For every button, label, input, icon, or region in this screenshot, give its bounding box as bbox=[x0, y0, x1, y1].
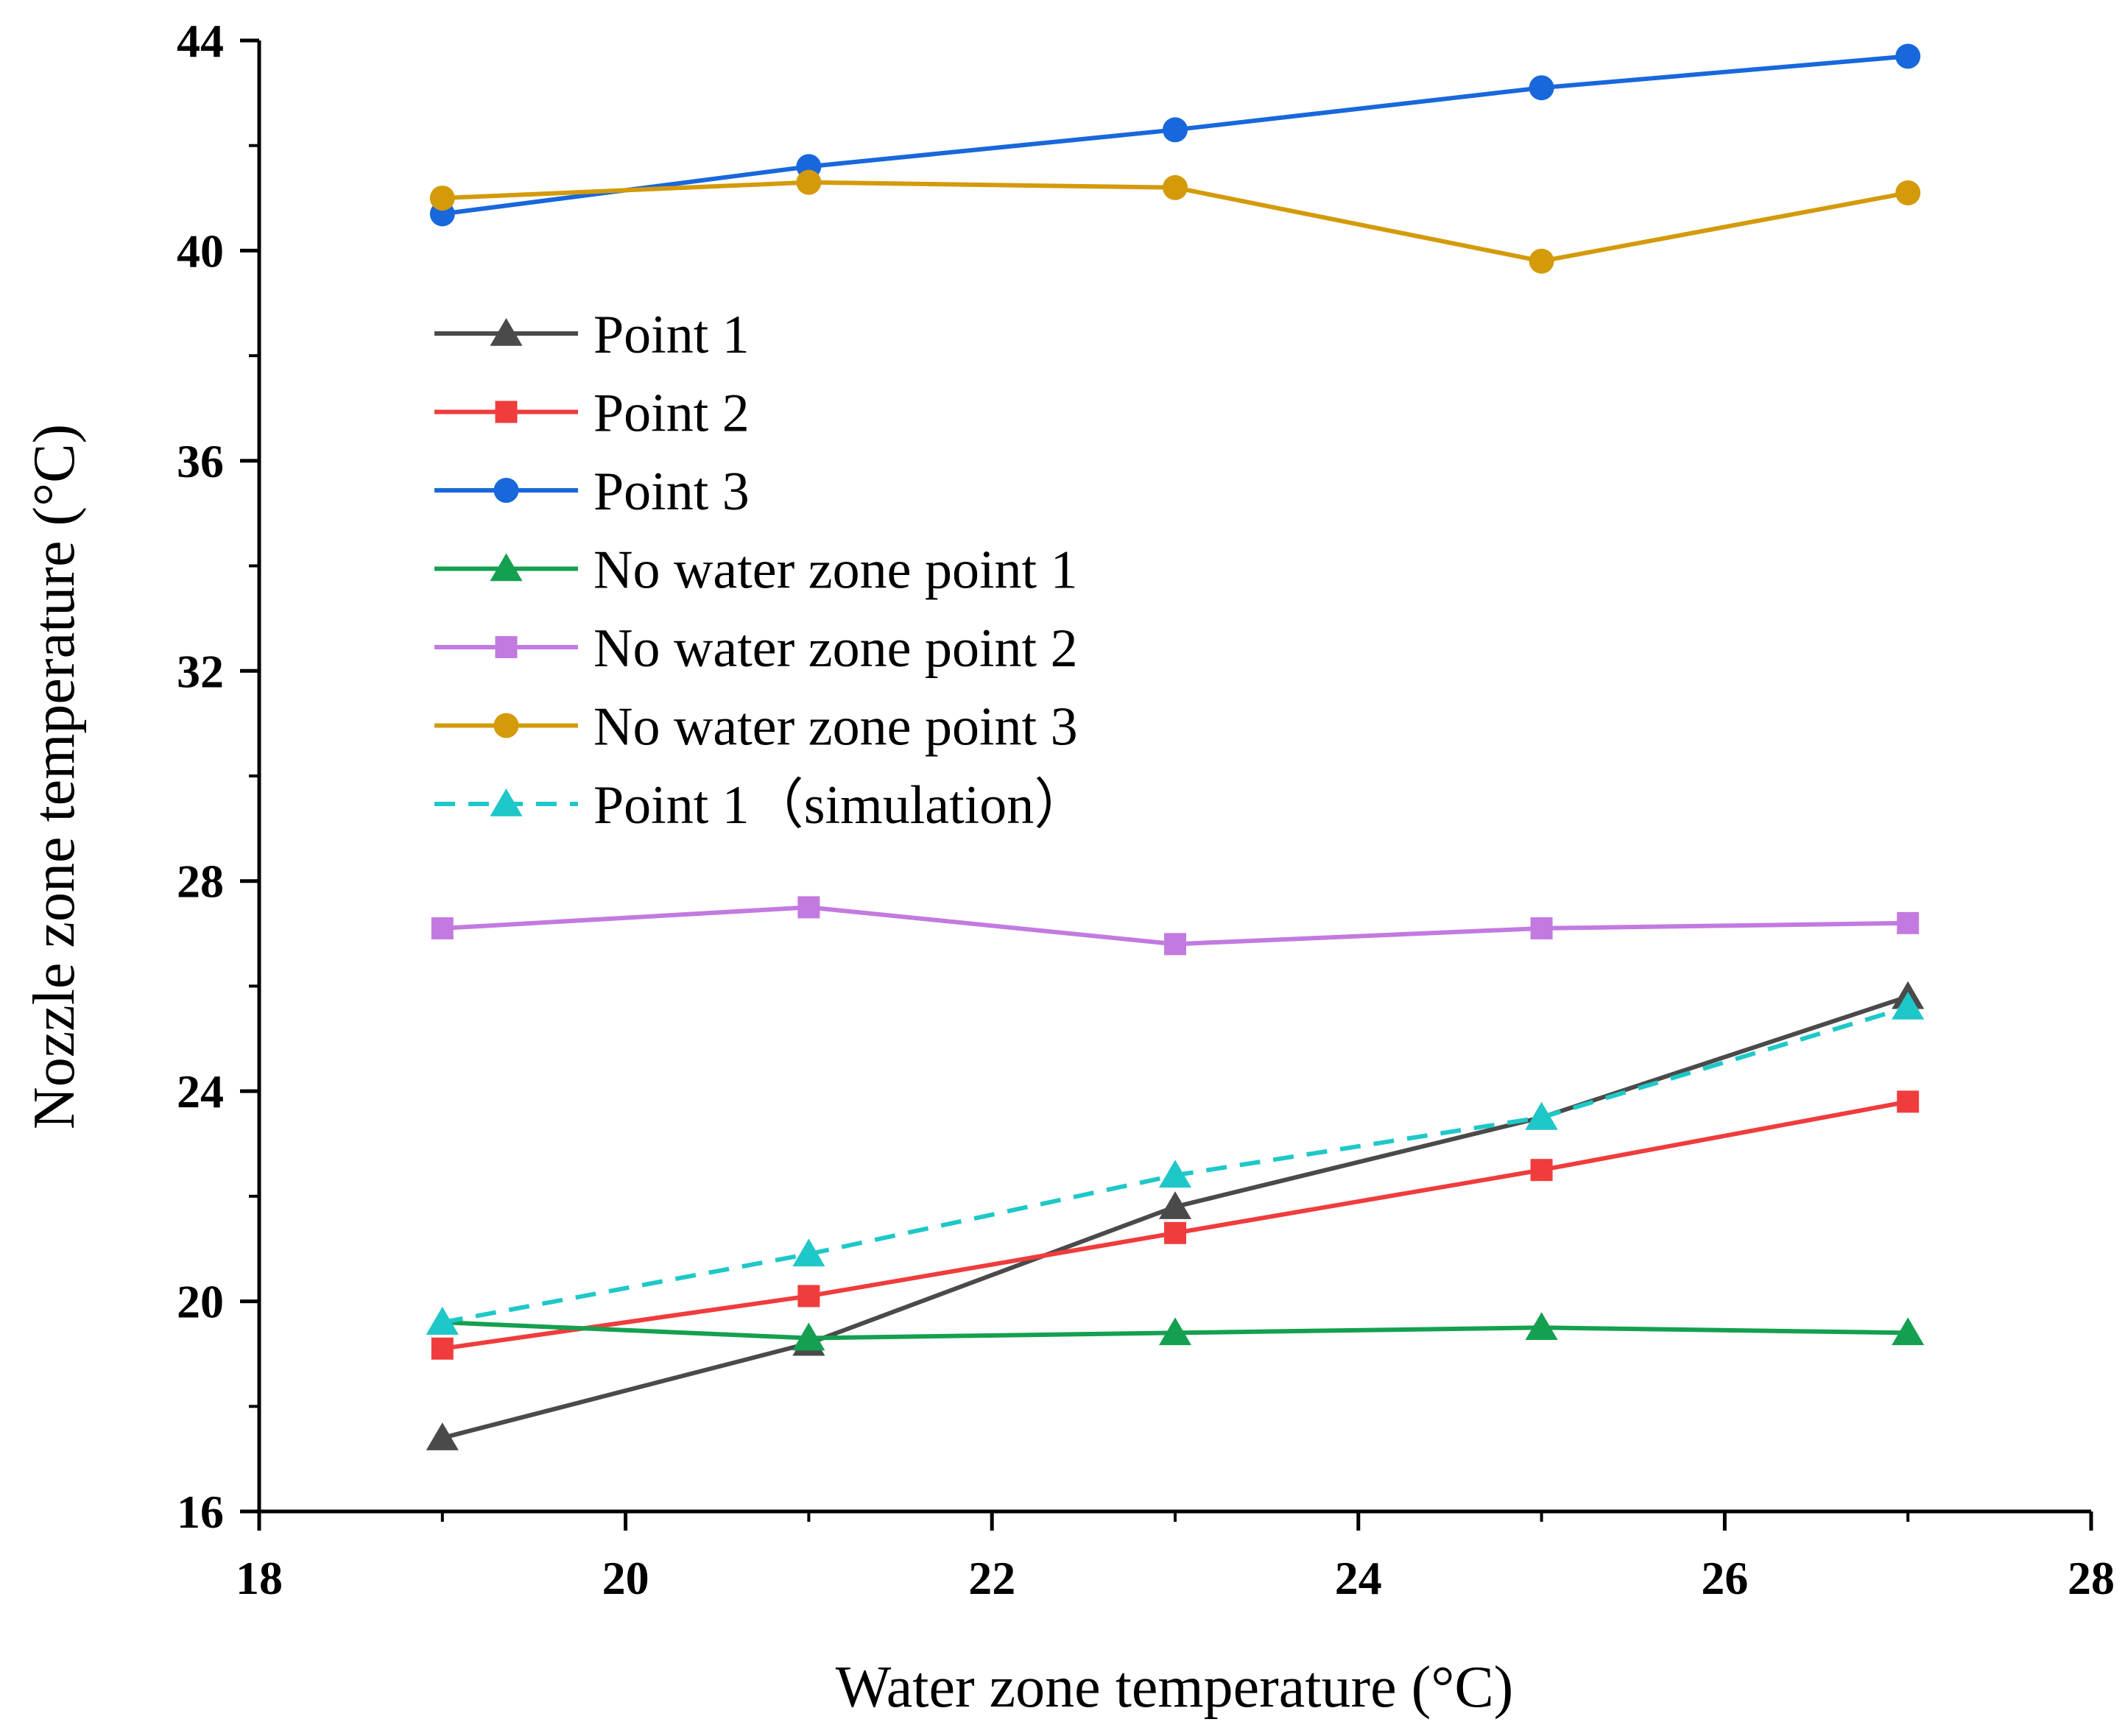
data-point bbox=[1158, 1317, 1192, 1346]
legend-marker bbox=[490, 318, 523, 346]
legend-entry-6: No water zone point 3 bbox=[434, 697, 1078, 758]
data-point bbox=[1525, 1101, 1558, 1130]
data-point bbox=[792, 1238, 825, 1267]
legend-label: Point 1（simulation） bbox=[593, 775, 1088, 836]
legend-entry-2: Point 2 bbox=[434, 384, 750, 444]
data-point bbox=[1163, 117, 1188, 143]
x-tick-label: 26 bbox=[1701, 1552, 1748, 1604]
series-layer bbox=[426, 43, 1925, 1450]
data-point bbox=[1164, 933, 1186, 956]
legend-marker bbox=[493, 478, 519, 503]
legend-entry-4: No water zone point 1 bbox=[434, 540, 1078, 601]
data-point bbox=[1529, 248, 1554, 274]
data-point bbox=[426, 1307, 459, 1335]
legend-marker bbox=[495, 636, 518, 658]
series-4 bbox=[426, 1307, 1925, 1351]
data-point bbox=[431, 1337, 454, 1360]
x-tick-label: 24 bbox=[1335, 1552, 1382, 1604]
series-2 bbox=[431, 1090, 1920, 1360]
series-6 bbox=[429, 169, 1921, 274]
y-tick-label: 32 bbox=[177, 645, 224, 697]
data-point bbox=[1892, 991, 1925, 1020]
legend-label: Point 2 bbox=[593, 384, 750, 444]
data-point bbox=[431, 917, 454, 939]
data-point bbox=[796, 169, 822, 195]
data-point bbox=[1158, 1191, 1192, 1219]
data-point bbox=[1895, 180, 1921, 205]
legend-label: Point 3 bbox=[593, 462, 750, 522]
series-7 bbox=[426, 991, 1925, 1335]
legend-label: Point 1 bbox=[593, 305, 750, 365]
y-tick-label: 28 bbox=[177, 855, 224, 908]
data-point bbox=[1529, 75, 1554, 101]
data-point bbox=[792, 1322, 825, 1351]
data-point bbox=[1530, 1159, 1553, 1182]
data-point bbox=[1163, 174, 1188, 200]
data-point bbox=[797, 896, 820, 919]
y-axis-title: Nozzle zone temperature (°C) bbox=[22, 424, 87, 1129]
x-axis-title: Water zone temperature (°C) bbox=[836, 1655, 1514, 1720]
x-tick-label: 18 bbox=[236, 1552, 283, 1604]
legend-label: No water zone point 2 bbox=[593, 618, 1078, 679]
data-point bbox=[797, 1285, 820, 1308]
axes: 18 20 22 24 26 28 16 20 24 28 32 36 40 44 bbox=[177, 15, 2115, 1604]
data-point bbox=[1164, 1221, 1186, 1244]
data-point bbox=[1525, 1312, 1558, 1341]
y-tick-label: 40 bbox=[177, 225, 224, 277]
series-5 bbox=[431, 896, 1920, 956]
legend-entry-1: Point 1 bbox=[434, 305, 750, 365]
series-1 bbox=[426, 981, 1925, 1450]
data-point bbox=[1892, 1317, 1925, 1346]
data-point bbox=[1895, 43, 1921, 69]
y-tick-label: 24 bbox=[177, 1065, 224, 1118]
legend-marker bbox=[495, 401, 518, 423]
legend-marker bbox=[490, 788, 523, 816]
data-point bbox=[1530, 917, 1553, 939]
data-point bbox=[1897, 1090, 1920, 1113]
legend-label: No water zone point 1 bbox=[593, 540, 1078, 601]
y-tick-label: 16 bbox=[177, 1486, 224, 1538]
legend-label: No water zone point 3 bbox=[593, 697, 1078, 758]
legend-marker bbox=[493, 713, 519, 738]
data-point bbox=[1897, 911, 1920, 934]
legend: Point 1 Point 2 Point 3 No water zone point… bbox=[434, 305, 1088, 836]
data-point bbox=[1158, 1160, 1192, 1188]
legend-entry-5: No water zone point 2 bbox=[434, 618, 1078, 679]
data-point bbox=[429, 186, 455, 211]
data-point bbox=[426, 1422, 459, 1450]
legend-marker bbox=[490, 553, 523, 582]
legend-entry-3: Point 3 bbox=[434, 462, 750, 522]
x-tick-label: 28 bbox=[2068, 1552, 2115, 1604]
series-3 bbox=[429, 43, 1921, 227]
y-tick-label: 44 bbox=[177, 15, 224, 67]
legend-entry-7: Point 1（simulation） bbox=[434, 775, 1088, 836]
y-tick-label: 36 bbox=[177, 435, 224, 487]
x-tick-label: 22 bbox=[968, 1552, 1015, 1604]
y-tick-label: 20 bbox=[177, 1276, 224, 1328]
x-tick-label: 20 bbox=[602, 1552, 649, 1604]
